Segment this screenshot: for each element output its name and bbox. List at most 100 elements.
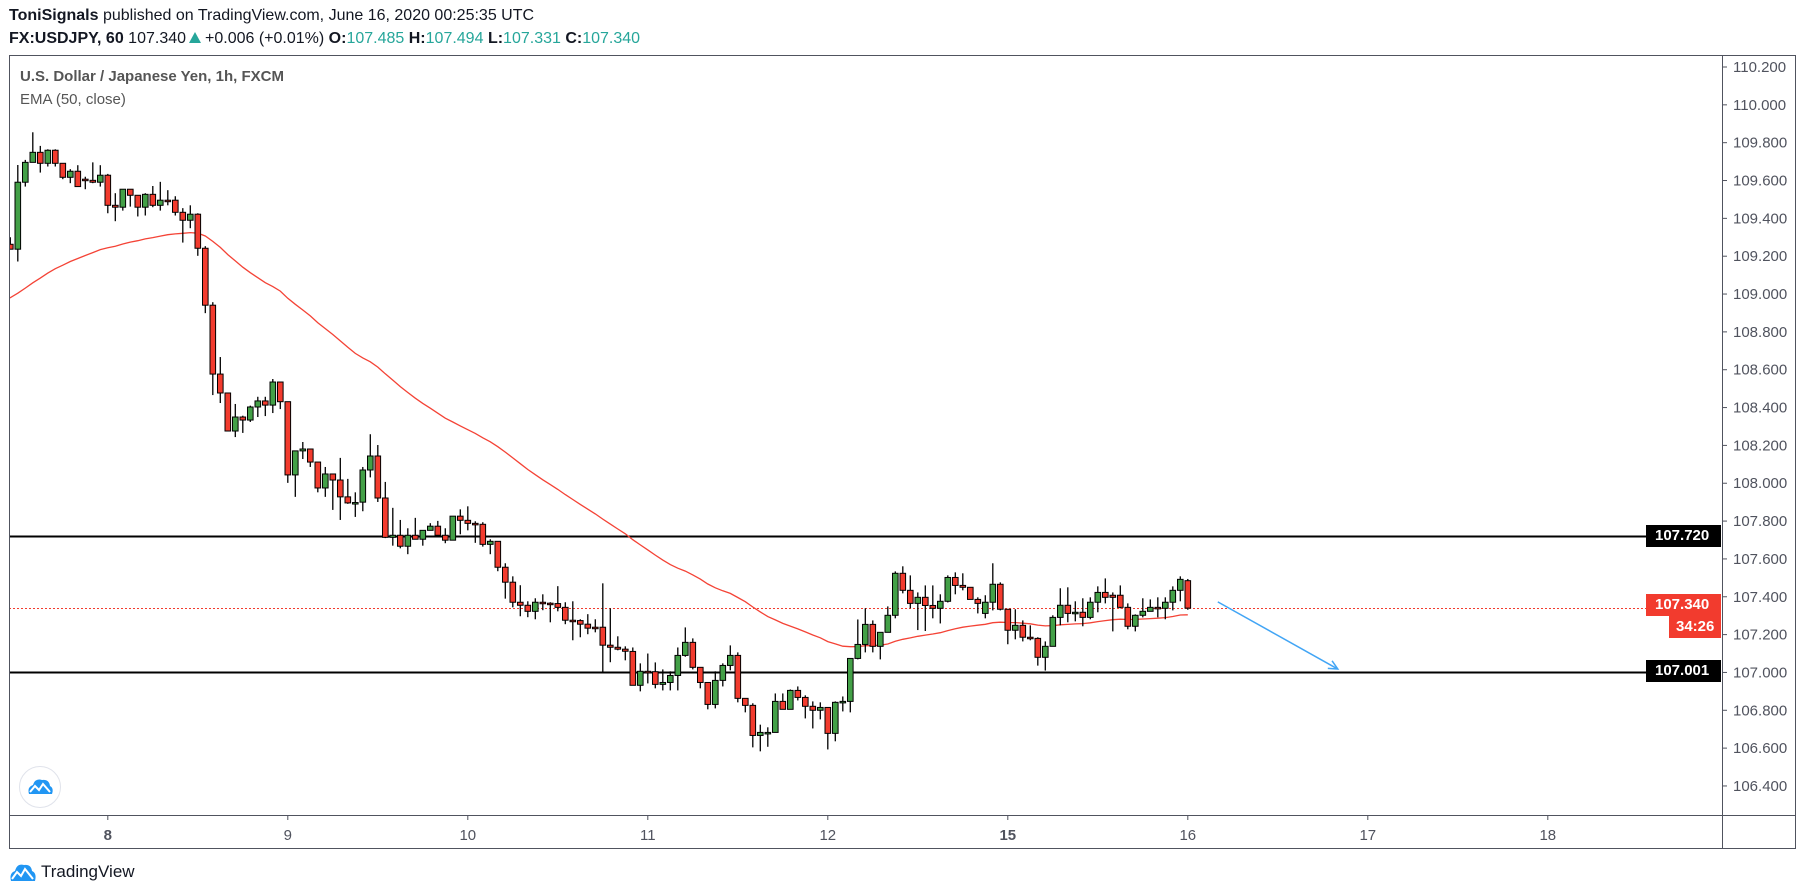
candle-body (1042, 645, 1049, 658)
candle-up (832, 701, 839, 742)
price-tick-label: 108.200 (1733, 437, 1787, 454)
candle-down (479, 522, 487, 547)
candle-body (494, 540, 502, 568)
candle-down (1184, 578, 1192, 610)
candle-body (59, 162, 67, 178)
candle-body (179, 211, 187, 221)
candle-up (719, 663, 727, 687)
candle-body (569, 619, 577, 623)
candle-down (179, 208, 187, 243)
candle-up (1057, 588, 1064, 626)
tradingview-watermark[interactable] (19, 766, 61, 808)
candle-up (1049, 615, 1057, 647)
candle-down (802, 695, 809, 719)
candle-down (779, 693, 787, 710)
candle-body (29, 151, 37, 163)
candle-up (1012, 609, 1019, 640)
symbol-info: FX:USDJPY, 60 107.340 +0.006 (+0.01%) O:1… (9, 30, 640, 48)
ema-legend[interactable]: EMA (50, close) (20, 91, 126, 108)
candle-down (457, 509, 464, 535)
footer-brand[interactable]: TradingView (9, 861, 135, 883)
time-axis[interactable]: 8 9 10 11 12 15 16 17 18 (104, 815, 1557, 844)
candle-down (554, 586, 562, 612)
candle-down (967, 586, 974, 600)
price-tick-label: 108.800 (1733, 324, 1787, 341)
candle-down (217, 357, 224, 404)
up-triangle-icon (189, 32, 202, 43)
candle-up (817, 702, 824, 720)
candle-down (629, 647, 637, 686)
candle-body (1094, 591, 1102, 603)
price-tick-label: 107.000 (1733, 664, 1787, 681)
candle-down (37, 145, 44, 173)
candle-up (532, 598, 539, 620)
candle-down (52, 149, 59, 167)
time-tick-label: 12 (819, 827, 836, 844)
time-tick-label: 16 (1179, 827, 1196, 844)
candle-body (517, 601, 524, 606)
candle-down (644, 653, 652, 684)
arrow-line[interactable] (1217, 601, 1339, 670)
candle-body (907, 589, 914, 604)
candle-body (794, 689, 802, 698)
candle-body (187, 213, 194, 221)
candle-up (659, 669, 667, 691)
candle-down (584, 614, 592, 635)
candle-body (1049, 616, 1057, 647)
candle-body (749, 704, 757, 736)
candle-down (599, 583, 607, 674)
candle-body (14, 181, 22, 250)
candle-down (164, 190, 172, 206)
candle-body (607, 644, 614, 648)
symbol-label: FX:USDJPY, 60 (9, 30, 124, 47)
candle-body (629, 650, 637, 686)
candle-up (367, 434, 374, 478)
candle-down (809, 701, 817, 729)
candle-body (862, 623, 869, 645)
candle-body (419, 529, 427, 540)
candle-body (67, 170, 74, 178)
candle-down (577, 619, 584, 638)
candle-body (82, 178, 89, 182)
series-title: U.S. Dollar / Japanese Yen, 1h, FXCM (20, 68, 284, 85)
candle-down (412, 517, 419, 540)
candle-down (742, 697, 749, 713)
candle-down (689, 638, 697, 670)
candle-down (344, 478, 352, 504)
candle-body (667, 674, 674, 683)
author-name[interactable]: ToniSignals (9, 7, 99, 24)
candle-body (704, 681, 712, 705)
candle-down (277, 381, 284, 410)
candle-body (1064, 604, 1072, 614)
trend-arrow[interactable] (1217, 601, 1340, 670)
candle-down (1154, 597, 1162, 618)
candle-body (809, 705, 817, 711)
candle-body (277, 381, 284, 403)
candle-body (97, 174, 104, 183)
time-tick-label: 17 (1359, 827, 1376, 844)
candle-up (419, 529, 427, 546)
price-tick-label: 106.600 (1733, 740, 1787, 757)
candle-body (337, 479, 344, 498)
price-tick-label: 107.600 (1733, 551, 1787, 568)
price-change: +0.006 (+0.01%) (205, 30, 325, 47)
candle-body (802, 696, 809, 707)
candle-body (832, 701, 839, 734)
candle-body (1027, 636, 1034, 640)
price-axis[interactable]: 110.200 110.000 109.800 109.600 109.400 109.2… (1722, 59, 1787, 795)
candle-down (464, 506, 472, 531)
candle-up (142, 193, 149, 216)
candle-body (959, 584, 967, 588)
candle-body (104, 174, 112, 206)
chart-frame (9, 55, 1796, 849)
candle-up (944, 575, 952, 603)
candle-body (157, 199, 164, 206)
candle-up (682, 627, 689, 657)
candle-down (329, 473, 337, 510)
candle-body (622, 648, 629, 652)
price-tick-label: 107.800 (1733, 513, 1787, 530)
candle-down (622, 646, 629, 661)
candle-up (712, 671, 719, 709)
candle-body (1117, 594, 1124, 608)
